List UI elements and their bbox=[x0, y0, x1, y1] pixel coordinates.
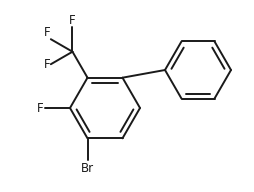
Text: F: F bbox=[44, 26, 51, 39]
Text: F: F bbox=[36, 102, 43, 114]
Text: F: F bbox=[44, 58, 51, 71]
Text: F: F bbox=[69, 14, 76, 27]
Text: Br: Br bbox=[81, 162, 94, 175]
